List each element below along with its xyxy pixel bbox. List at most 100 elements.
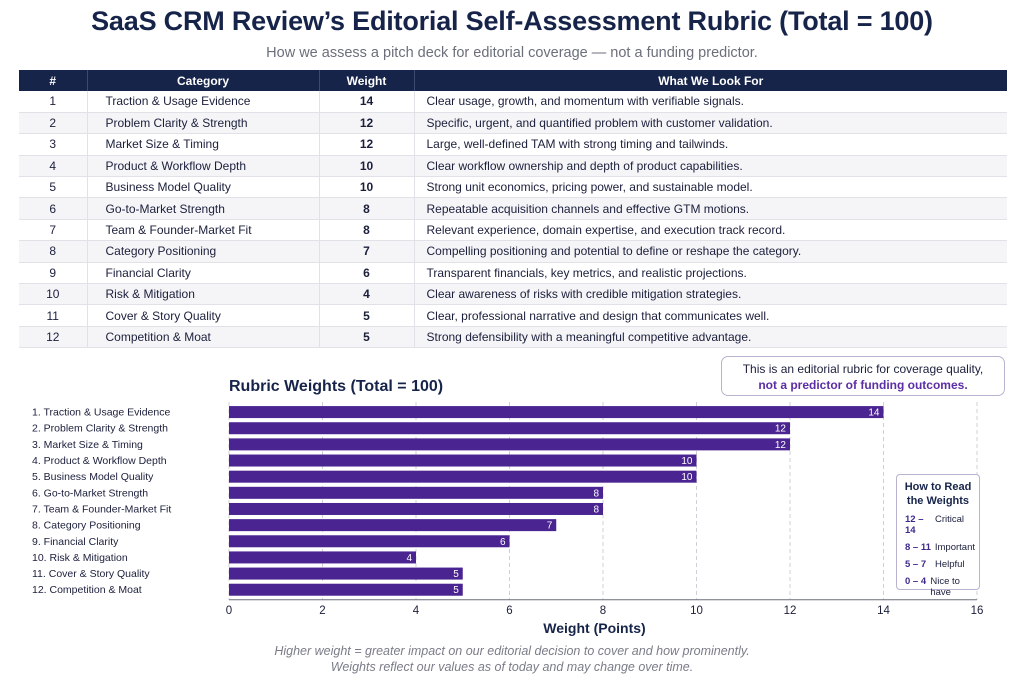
- legend-item: 12 – 14 Critical: [901, 514, 975, 536]
- footer-line-2: Weights reflect our values as of today a…: [330, 660, 694, 674]
- row-number: 10: [19, 283, 88, 306]
- row-weight: 5: [319, 304, 415, 327]
- row-number: 12: [19, 326, 88, 349]
- x-tick-label: 10: [690, 605, 703, 617]
- table-row: 11 Cover & Story Quality 5 Clear, professio…: [19, 304, 1007, 327]
- y-category-label: 4. Product & Workflow Depth: [32, 455, 167, 467]
- legend-range: 8 – 11: [905, 542, 931, 553]
- y-category-label: 3. Market Size & Timing: [32, 439, 143, 451]
- row-look-for: Large, well-defined TAM with strong timi…: [414, 133, 1007, 156]
- row-look-for: Clear awareness of risks with credible m…: [414, 283, 1007, 306]
- row-number: 7: [19, 219, 88, 242]
- table-header-row: # Category Weight What We Look For: [19, 70, 1007, 91]
- table-row: 7 Team & Founder-Market Fit 8 Relevant expe…: [19, 219, 1007, 242]
- row-look-for: Clear, professional narrative and design…: [414, 304, 1007, 327]
- table-row: 4 Product & Workflow Depth 10 Clear workflo…: [19, 155, 1007, 178]
- bar-value-label: 7: [547, 521, 553, 532]
- footer-note: Higher weight = greater impact on our ed…: [0, 643, 1024, 675]
- x-tick-label: 12: [784, 605, 797, 617]
- chart-title: Rubric Weights (Total = 100): [229, 378, 444, 395]
- legend-range: 5 – 7: [905, 559, 927, 570]
- row-number: 3: [19, 133, 88, 156]
- row-category: Risk & Mitigation: [87, 283, 320, 306]
- row-look-for: Clear workflow ownership and depth of pr…: [414, 155, 1007, 178]
- row-number: 6: [19, 197, 88, 220]
- row-look-for: Compelling positioning and potential to …: [414, 240, 1007, 263]
- row-category: Business Model Quality: [87, 176, 320, 199]
- y-category-label: 5. Business Model Quality: [32, 471, 154, 483]
- table-row: 3 Market Size & Timing 12 Large, well-defin…: [19, 133, 1007, 156]
- table-row: 1 Traction & Usage Evidence 14 Clear usage,…: [19, 91, 1007, 113]
- y-category-label: 9. Financial Clarity: [32, 536, 119, 548]
- row-weight: 10: [319, 155, 415, 178]
- bar: [229, 519, 557, 532]
- row-weight: 14: [319, 91, 415, 113]
- table-row: 2 Problem Clarity & Strength 12 Specific, u…: [19, 112, 1007, 135]
- row-look-for: Strong defensibility with a meaningful c…: [414, 326, 1007, 349]
- legend-item: 5 – 7 Helpful: [901, 559, 975, 570]
- bar: [229, 438, 790, 451]
- row-category: Traction & Usage Evidence: [87, 91, 320, 113]
- row-category: Team & Founder-Market Fit: [87, 219, 320, 242]
- bar-value-label: 8: [593, 488, 599, 499]
- row-number: 4: [19, 155, 88, 178]
- bar: [229, 422, 790, 435]
- row-number: 8: [19, 240, 88, 263]
- header-weight: Weight: [319, 70, 415, 91]
- y-category-label: 2. Problem Clarity & Strength: [32, 423, 168, 435]
- legend-range: 12 – 14: [905, 514, 924, 536]
- header-look-for: What We Look For: [414, 70, 1007, 91]
- bar: [229, 406, 884, 419]
- row-look-for: Specific, urgent, and quantified problem…: [414, 112, 1007, 135]
- row-category: Problem Clarity & Strength: [87, 112, 320, 135]
- row-weight: 5: [319, 326, 415, 349]
- page-subtitle: How we assess a pitch deck for editorial…: [266, 45, 758, 61]
- row-look-for: Relevant experience, domain expertise, a…: [414, 219, 1007, 242]
- x-tick-label: 6: [506, 605, 512, 617]
- table-row: 12 Competition & Moat 5 Strong defensibilit…: [19, 326, 1007, 349]
- legend-item: 8 – 11 Important: [901, 542, 975, 553]
- bar-value-label: 4: [406, 553, 412, 564]
- table-row: 5 Business Model Quality 10 Strong unit eco…: [19, 176, 1007, 199]
- row-number: 2: [19, 112, 88, 135]
- y-category-label: 11. Cover & Story Quality: [32, 568, 150, 580]
- row-category: Go-to-Market Strength: [87, 197, 320, 220]
- bar-value-label: 10: [681, 472, 693, 483]
- disclaimer-note: This is an editorial rubric for coverage…: [721, 356, 1005, 396]
- bar: [229, 486, 603, 499]
- x-tick-label: 0: [226, 605, 232, 617]
- legend-label: Critical: [935, 514, 965, 525]
- bar-value-label: 14: [868, 408, 880, 419]
- row-number: 11: [19, 304, 88, 327]
- row-weight: 6: [319, 262, 415, 285]
- legend-label: Important: [934, 542, 975, 553]
- row-look-for: Clear usage, growth, and momentum with v…: [414, 91, 1007, 113]
- row-look-for: Transparent financials, key metrics, and…: [414, 262, 1007, 285]
- bar-value-label: 12: [775, 440, 787, 451]
- row-weight: 4: [319, 283, 415, 306]
- row-category: Product & Workflow Depth: [87, 155, 320, 178]
- bar: [229, 502, 603, 515]
- row-category: Cover & Story Quality: [87, 304, 320, 327]
- row-look-for: Repeatable acquisition channels and effe…: [414, 197, 1007, 220]
- y-category-label: 1. Traction & Usage Evidence: [32, 407, 170, 419]
- legend-item: 0 – 4 Nice to have: [901, 576, 975, 598]
- x-tick-label: 2: [319, 605, 325, 617]
- note-line-1: This is an editorial rubric for coverage…: [742, 362, 984, 376]
- footer-line-1: Higher weight = greater impact on our ed…: [274, 644, 750, 658]
- bar: [229, 583, 463, 596]
- row-weight: 7: [319, 240, 415, 263]
- table-row: 10 Risk & Mitigation 4 Clear awareness of r…: [19, 283, 1007, 306]
- row-weight: 12: [319, 112, 415, 135]
- row-category: Category Positioning: [87, 240, 320, 263]
- bar: [229, 551, 416, 564]
- bar: [229, 470, 697, 483]
- row-category: Financial Clarity: [87, 262, 320, 285]
- y-category-label: 6. Go-to-Market Strength: [32, 487, 148, 499]
- y-category-label: 10. Risk & Mitigation: [32, 552, 128, 564]
- bar: [229, 567, 463, 580]
- row-number: 5: [19, 176, 88, 199]
- bar-value-label: 8: [593, 504, 599, 515]
- row-weight: 10: [319, 176, 415, 199]
- rubric-table: # Category Weight What We Look For 1 Trac…: [19, 70, 1007, 349]
